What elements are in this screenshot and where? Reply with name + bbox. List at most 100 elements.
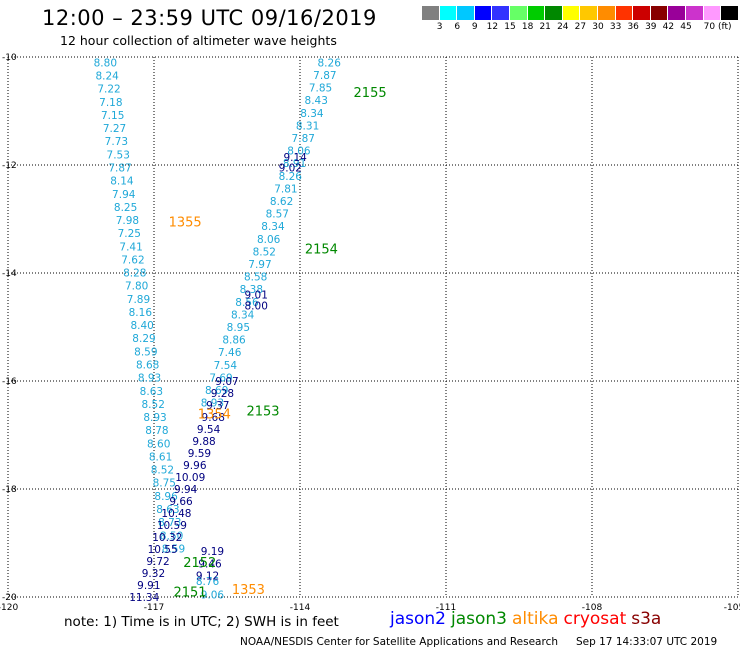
legend-altika: altika — [512, 609, 559, 629]
x-tick-label: -108 — [582, 603, 603, 613]
wave-height-point: 7.85 — [309, 83, 332, 95]
wave-height-point: 10.55 — [148, 544, 178, 556]
wave-height-point: 8.56 — [235, 297, 259, 309]
wave-height-point: 9.14 — [283, 152, 307, 164]
x-tick-label: -105 — [724, 603, 740, 613]
wave-height-point: 8.59 — [134, 346, 157, 358]
color-swatch — [422, 6, 440, 20]
wave-height-point: 9.66 — [169, 496, 193, 508]
color-swatch — [633, 6, 651, 20]
wave-height-point: 8.68 — [136, 360, 159, 372]
wave-height-point: 7.73 — [105, 136, 128, 148]
legend-jason2: jason2 — [390, 609, 446, 629]
wave-height-point: 7.87 — [313, 70, 336, 82]
pass-time-label: 1353 — [232, 583, 265, 598]
wave-height-point: 8.59 — [162, 543, 185, 555]
color-scale-label: 9 — [471, 22, 478, 32]
wave-height-point: 9.12 — [196, 570, 219, 582]
color-scale-label: 42 — [662, 22, 675, 32]
wave-height-point: 8.34 — [231, 309, 255, 321]
wave-height-point: 7.54 — [214, 360, 238, 372]
wave-height-point: 8.16 — [129, 307, 153, 319]
color-scale-label: 6 — [454, 22, 461, 32]
color-swatch — [685, 6, 704, 20]
wave-height-point: 8.95 — [227, 322, 250, 334]
wave-height-point: 8.26 — [279, 171, 303, 183]
wave-height-point: 10.09 — [175, 472, 205, 484]
wave-height-point: 8.63 — [156, 504, 179, 516]
wave-height-point: 8.31 — [296, 120, 319, 132]
wave-height-point: 8.38 — [240, 284, 263, 296]
wave-height-point: 8.58 — [244, 272, 267, 284]
wave-height-point: 9.91 — [137, 580, 160, 592]
wave-height-point: 8.78 — [145, 425, 168, 437]
wave-height-point: 9.96 — [183, 460, 207, 472]
wave-height-point: 7.46 — [218, 347, 242, 359]
wave-height-point: 8.80 — [94, 57, 117, 69]
x-tick-label: -114 — [290, 603, 311, 613]
wave-height-point: 8.24 — [95, 71, 119, 83]
color-swatch — [457, 6, 475, 20]
page-subtitle: 12 hour collection of altimeter wave hei… — [60, 33, 337, 48]
y-tick-label: -18 — [2, 485, 17, 495]
wave-height-point: 8.52 — [142, 399, 165, 411]
y-tick-label: -16 — [2, 377, 17, 387]
wave-height-point: 9.02 — [279, 163, 302, 175]
wave-height-point: 8.52 — [151, 465, 174, 477]
wave-height-point: 8.34 — [300, 108, 324, 120]
credit-text: NOAA/NESDIS Center for Satellite Applica… — [240, 636, 558, 648]
wave-height-point: 8.52 — [253, 246, 276, 258]
wave-height-point: 8.43 — [305, 95, 328, 107]
color-scale-label: 12 — [486, 22, 499, 32]
y-tick-label: -10 — [2, 53, 17, 63]
color-scale-label: 33 — [609, 22, 622, 32]
wave-height-point: 8.86 — [222, 335, 246, 347]
wave-height-point: 9.59 — [188, 448, 211, 460]
observation-points: 8.808.247.227.187.157.277.737.537.878.14… — [94, 57, 342, 604]
pass-time-label: 2155 — [354, 86, 387, 101]
color-scale-label: 3 — [436, 22, 443, 32]
wave-height-point: 7.81 — [274, 183, 297, 195]
wave-height-point: 7.94 — [112, 189, 136, 201]
wave-height-point: 7.89 — [127, 294, 150, 306]
wave-height-point: 8.60 — [147, 438, 170, 450]
color-scale-labels: 3 6 9 12 15 18 21 24 27 30 33 36 39 42 45 70 (ft) — [422, 22, 740, 34]
wave-height-point: 10.32 — [152, 532, 182, 544]
wave-height-point: 8.00 — [245, 300, 268, 312]
color-scale-label: 36 — [627, 22, 639, 32]
wave-height-point: 7.98 — [116, 215, 139, 227]
wave-height-point: 9.19 — [201, 546, 224, 558]
pass-time-label: 2151 — [173, 586, 206, 601]
map-axes: -120 -117 -114 -111 -108 -105 -10 -12 -14 -16 -18 -… — [0, 53, 740, 613]
wave-height-point: 8.62 — [270, 196, 293, 208]
wave-height-point: 8.75 — [153, 478, 176, 490]
color-scale-label: 30 — [592, 22, 604, 32]
color-scale-label: 39 — [645, 22, 657, 32]
pass-time-label: 2152 — [183, 556, 216, 571]
color-swatch — [474, 6, 493, 20]
color-swatch — [509, 6, 528, 20]
wave-height-point: 8.34 — [261, 221, 285, 233]
wave-height-point: 9.32 — [142, 568, 165, 580]
color-scale-label: 21 — [539, 22, 551, 32]
wave-height-point: 11.34 — [129, 592, 159, 604]
wave-height-point: 9.94 — [174, 484, 198, 496]
wave-height-point: 8.28 — [123, 268, 146, 280]
wave-height-point: 9.37 — [206, 400, 229, 412]
credit-line: NOAA/NESDIS Center for Satellite Applica… — [240, 636, 717, 648]
color-scale-bar — [422, 6, 739, 20]
wave-height-point: 8.14 — [110, 176, 134, 188]
wave-height-point: 7.62 — [121, 254, 144, 266]
color-scale-label: 45 — [680, 22, 692, 32]
color-scale-label: 27 — [574, 22, 587, 32]
color-swatch — [650, 6, 669, 20]
color-swatch — [492, 6, 510, 20]
wave-height-point: 8.61 — [149, 451, 172, 463]
wave-height-point: 10.59 — [157, 520, 187, 532]
wave-height-point: 9.28 — [211, 388, 234, 400]
color-swatch — [597, 6, 616, 20]
wave-height-point: 8.76 — [196, 576, 220, 588]
wave-height-point: 7.41 — [119, 241, 142, 253]
page-title: 12:00 – 23:59 UTC 09/16/2019 — [42, 6, 377, 30]
wave-height-point: 8.26 — [318, 57, 342, 69]
